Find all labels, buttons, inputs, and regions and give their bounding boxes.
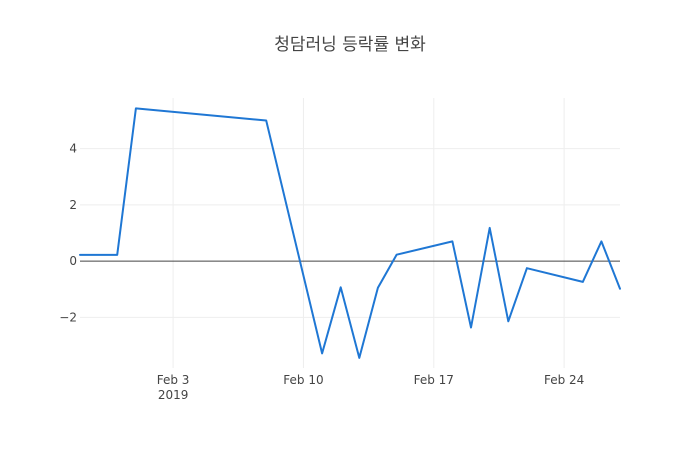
x-tick-label: Feb 24 — [544, 373, 584, 387]
series-line — [79, 107, 621, 359]
x-year-label: 2019 — [158, 388, 189, 402]
y-tick-label: 4 — [69, 142, 77, 156]
x-tick-label: Feb 10 — [283, 373, 323, 387]
y-tick-label: 2 — [69, 198, 77, 212]
x-tick-label: Feb 3 — [157, 373, 190, 387]
x-tick-label: Feb 17 — [414, 373, 454, 387]
y-tick-label: 0 — [69, 254, 77, 268]
y-tick-label: −2 — [59, 310, 77, 324]
chart-title: 청담러닝 등락률 변화 — [274, 35, 426, 55]
